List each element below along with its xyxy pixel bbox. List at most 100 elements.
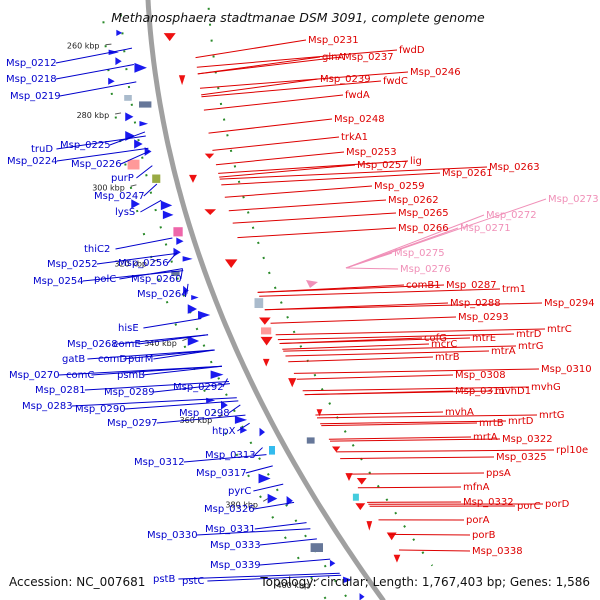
gene-label-mcrc[interactable]: mcrC <box>431 339 457 350</box>
gene-label-comc[interactable]: comC <box>66 370 94 381</box>
gene-label-pord[interactable]: porD <box>545 499 570 510</box>
gene-label-msp-0290[interactable]: Msp_0290 <box>75 404 126 415</box>
gene-label-comd[interactable]: comD <box>98 354 127 365</box>
gene-label-mtra[interactable]: mtrA <box>491 346 516 357</box>
gene-label-msp-0266[interactable]: Msp_0266 <box>398 223 449 234</box>
gene-label-msp-0219[interactable]: Msp_0219 <box>10 91 61 102</box>
gene-label-msp-0252[interactable]: Msp_0252 <box>47 259 98 270</box>
gene-label-trm1[interactable]: trm1 <box>502 284 526 295</box>
gene-label-msp-0260[interactable]: Msp_0260 <box>131 274 182 285</box>
gene-label-mfna[interactable]: mfnA <box>463 482 490 493</box>
gene-label-msp-0332[interactable]: Msp_0332 <box>463 497 514 508</box>
gene-label-msp-0256[interactable]: Msp_0256 <box>118 258 169 269</box>
gene-label-msp-0287[interactable]: Msp_0287 <box>446 280 497 291</box>
gene-label-fwdd[interactable]: fwdD <box>399 45 425 56</box>
gene-label-mtre[interactable]: mtrE <box>472 333 496 344</box>
gene-label-mvha[interactable]: mvhA <box>445 407 474 418</box>
gene-label-mrtg[interactable]: mrtG <box>539 410 565 421</box>
gene-label-mtrg[interactable]: mtrG <box>518 341 544 352</box>
gene-label-msp-0330[interactable]: Msp_0330 <box>147 530 198 541</box>
gene-label-porb[interactable]: porB <box>472 530 496 541</box>
gene-label-msp-0265[interactable]: Msp_0265 <box>398 208 449 219</box>
gene-label-msp-0298[interactable]: Msp_0298 <box>179 408 230 419</box>
gene-label-msp-0322[interactable]: Msp_0322 <box>502 434 553 445</box>
gene-label-trud[interactable]: truD <box>31 144 53 155</box>
rna-label-msp-0276[interactable]: Msp_0276 <box>400 264 451 275</box>
gene-label-cofg[interactable]: cofG <box>424 333 447 344</box>
gene-label-ppsa[interactable]: ppsA <box>486 468 511 479</box>
gene-label-msp-0254[interactable]: Msp_0254 <box>33 276 84 287</box>
gene-label-msp-0313[interactable]: Msp_0313 <box>205 450 256 461</box>
gene-label-mvhd1[interactable]: mvhD1 <box>495 386 531 397</box>
gene-label-glna[interactable]: glnA <box>322 52 344 63</box>
gene-label-hise[interactable]: hisE <box>118 323 139 334</box>
gene-label-msp-0338[interactable]: Msp_0338 <box>472 546 523 557</box>
rna-label-msp-0273[interactable]: Msp_0273 <box>548 194 599 205</box>
gene-label-msp-0263[interactable]: Msp_0263 <box>489 162 540 173</box>
gene-label-mtrc[interactable]: mtrC <box>547 324 572 335</box>
gene-label-msp-0237[interactable]: Msp_0237 <box>343 52 394 63</box>
gene-label-msp-0325[interactable]: Msp_0325 <box>496 452 547 463</box>
gene-label-mrtb[interactable]: mrtB <box>479 418 504 429</box>
gene-label-msp-0288[interactable]: Msp_0288 <box>450 298 501 309</box>
gene-label-msp-0283[interactable]: Msp_0283 <box>22 401 73 412</box>
gene-label-msp-0253[interactable]: Msp_0253 <box>346 147 397 158</box>
gene-label-mrtd[interactable]: mrtD <box>508 416 534 427</box>
gene-label-polc[interactable]: polC <box>94 274 116 285</box>
gene-label-trka1[interactable]: trkA1 <box>341 132 368 143</box>
gene-label-msp-0311[interactable]: Msp_0311 <box>455 386 506 397</box>
gene-label-msp-0331[interactable]: Msp_0331 <box>205 524 256 535</box>
gene-label-purm[interactable]: purM <box>128 354 153 365</box>
gene-label-rpl10e[interactable]: rpl10e <box>556 445 588 456</box>
gene-label-msp-0294[interactable]: Msp_0294 <box>544 298 595 309</box>
gene-label-msp-0289[interactable]: Msp_0289 <box>104 387 155 398</box>
gene-label-thic2[interactable]: thiC2 <box>84 244 110 255</box>
gene-label-msp-0333[interactable]: Msp_0333 <box>210 540 261 551</box>
gene-label-msp-0281[interactable]: Msp_0281 <box>35 385 86 396</box>
gene-label-msp-0293[interactable]: Msp_0293 <box>458 312 509 323</box>
gene-label-msp-0247[interactable]: Msp_0247 <box>94 191 145 202</box>
gene-label-mtrb[interactable]: mtrB <box>435 352 460 363</box>
gene-label-mrta[interactable]: mrtA <box>473 432 498 443</box>
gene-label-msp-0218[interactable]: Msp_0218 <box>6 74 57 85</box>
gene-label-htpx[interactable]: htpX <box>212 426 236 437</box>
gene-label-msp-0231[interactable]: Msp_0231 <box>308 35 359 46</box>
gene-label-mtrd[interactable]: mtrD <box>516 329 542 340</box>
gene-label-gatb[interactable]: gatB <box>62 354 85 365</box>
gene-label-msp-0264[interactable]: Msp_0264 <box>137 289 188 300</box>
gene-label-msp-0326[interactable]: Msp_0326 <box>204 504 255 515</box>
gene-label-msp-0212[interactable]: Msp_0212 <box>6 58 57 69</box>
gene-label-msp-0259[interactable]: Msp_0259 <box>374 181 425 192</box>
gene-label-fwda[interactable]: fwdA <box>345 90 370 101</box>
gene-label-msp-0312[interactable]: Msp_0312 <box>134 457 185 468</box>
gene-label-msp-0246[interactable]: Msp_0246 <box>410 67 461 78</box>
rna-label-msp-0275[interactable]: Msp_0275 <box>394 248 445 259</box>
gene-label-msp-0226[interactable]: Msp_0226 <box>71 159 122 170</box>
gene-label-mvhg[interactable]: mvhG <box>531 382 561 393</box>
gene-label-msp-0317[interactable]: Msp_0317 <box>196 468 247 479</box>
gene-label-msp-0270[interactable]: Msp_0270 <box>9 370 60 381</box>
gene-label-lig[interactable]: lig <box>410 156 422 167</box>
gene-label-porc[interactable]: porC <box>517 501 541 512</box>
gene-label-pyrc[interactable]: pyrC <box>228 486 251 497</box>
gene-label-msp-0261[interactable]: Msp_0261 <box>442 168 493 179</box>
gene-label-pstb[interactable]: pstB <box>153 574 175 585</box>
gene-label-fwdc[interactable]: fwdC <box>383 76 408 87</box>
gene-label-msp-0248[interactable]: Msp_0248 <box>334 114 385 125</box>
gene-label-msp-0224[interactable]: Msp_0224 <box>7 156 58 167</box>
rna-label-msp-0271[interactable]: Msp_0271 <box>460 223 511 234</box>
gene-label-msp-0310[interactable]: Msp_0310 <box>541 364 592 375</box>
gene-label-pora[interactable]: porA <box>466 515 490 526</box>
gene-label-msp-0297[interactable]: Msp_0297 <box>107 418 158 429</box>
rna-label-msp-0272[interactable]: Msp_0272 <box>486 210 537 221</box>
gene-label-come[interactable]: comE <box>113 339 141 350</box>
gene-label-msp-0257[interactable]: Msp_0257 <box>357 160 408 171</box>
gene-label-msp-0339[interactable]: Msp_0339 <box>210 560 261 571</box>
gene-label-lyss[interactable]: lysS <box>115 207 135 218</box>
gene-label-msp-0292[interactable]: Msp_0292 <box>173 382 224 393</box>
gene-label-msp-0239[interactable]: Msp_0239 <box>320 74 371 85</box>
gene-label-comb1[interactable]: comB1 <box>406 280 441 291</box>
gene-label-msp-0225[interactable]: Msp_0225 <box>60 140 111 151</box>
gene-label-msp-0262[interactable]: Msp_0262 <box>388 195 439 206</box>
gene-label-msp-0308[interactable]: Msp_0308 <box>455 370 506 381</box>
